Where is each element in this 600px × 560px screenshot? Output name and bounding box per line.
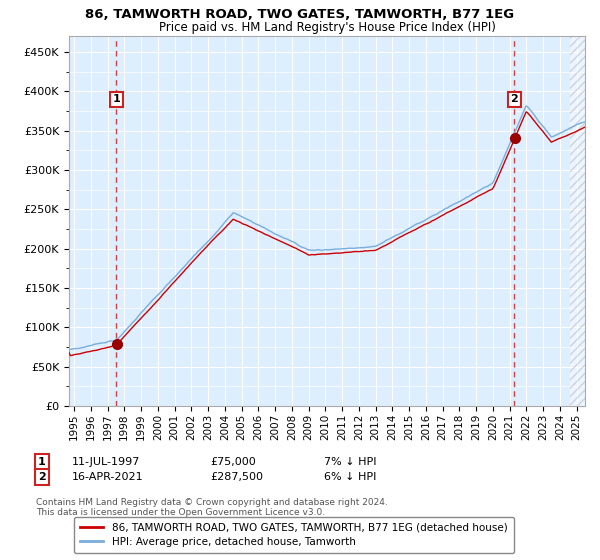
- Text: This data is licensed under the Open Government Licence v3.0.: This data is licensed under the Open Gov…: [36, 508, 325, 517]
- Text: 1: 1: [38, 457, 46, 467]
- Text: 6% ↓ HPI: 6% ↓ HPI: [324, 472, 376, 482]
- Text: 16-APR-2021: 16-APR-2021: [72, 472, 143, 482]
- Text: 2: 2: [38, 472, 46, 482]
- Legend: 86, TAMWORTH ROAD, TWO GATES, TAMWORTH, B77 1EG (detached house), HPI: Average p: 86, TAMWORTH ROAD, TWO GATES, TAMWORTH, …: [74, 516, 514, 553]
- Text: 86, TAMWORTH ROAD, TWO GATES, TAMWORTH, B77 1EG: 86, TAMWORTH ROAD, TWO GATES, TAMWORTH, …: [85, 8, 515, 21]
- Text: 7% ↓ HPI: 7% ↓ HPI: [324, 457, 377, 467]
- Bar: [569, 36, 600, 406]
- Text: £75,000: £75,000: [210, 457, 256, 467]
- Text: £287,500: £287,500: [210, 472, 263, 482]
- Text: Contains HM Land Registry data © Crown copyright and database right 2024.: Contains HM Land Registry data © Crown c…: [36, 498, 388, 507]
- Text: 1: 1: [113, 94, 120, 104]
- Text: 2: 2: [511, 94, 518, 104]
- Title: Price paid vs. HM Land Registry's House Price Index (HPI): Price paid vs. HM Land Registry's House …: [158, 21, 496, 34]
- Text: 11-JUL-1997: 11-JUL-1997: [72, 457, 140, 467]
